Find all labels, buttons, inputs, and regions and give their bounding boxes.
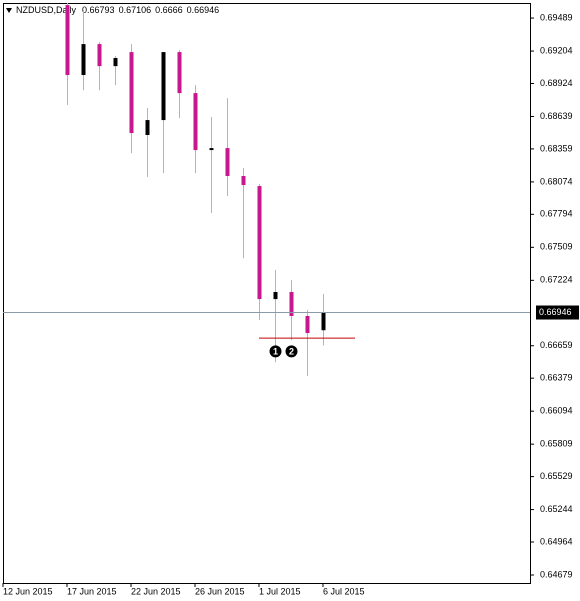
x-tick-label: 26 Jun 2015 [195, 586, 245, 596]
candle-body [161, 52, 166, 121]
y-tick-label: 0.67794 [540, 209, 573, 219]
candle-body [65, 5, 70, 76]
y-tick-label: 0.68639 [540, 111, 573, 121]
price-label-box [536, 305, 579, 320]
y-tick-label: 0.64964 [540, 536, 573, 546]
close-value: 0.66946 [187, 5, 220, 15]
chart-header: NZDUSD,Daily 0.66793 0.67106 0.6666 0.66946 [16, 5, 219, 15]
candle-body [81, 44, 86, 76]
annotation-label: 2 [289, 346, 294, 356]
price-label: 0.66946 [539, 307, 572, 317]
plot-frame [3, 3, 531, 584]
annotation-label: 1 [273, 346, 278, 356]
candle-body [113, 58, 118, 67]
annotation-marker [269, 345, 282, 358]
x-tick-label: 12 Jun 2015 [3, 586, 53, 596]
x-tick-label: 1 Jul 2015 [259, 586, 301, 596]
y-tick-label: 0.68924 [540, 78, 573, 88]
y-tick-label: 0.66659 [540, 340, 573, 350]
y-tick-label: 0.65244 [540, 504, 573, 514]
annotation-marker [285, 345, 298, 358]
candle-body [225, 148, 230, 176]
y-tick-label: 0.65529 [540, 471, 573, 481]
candle-body [129, 52, 134, 134]
symbol: NZDUSD,Daily [16, 5, 77, 15]
y-tick-label: 0.69204 [540, 45, 573, 55]
x-tick-label: 17 Jun 2015 [67, 586, 117, 596]
candle-body [289, 292, 294, 316]
candle-body [321, 312, 326, 331]
high-value: 0.67106 [119, 5, 152, 15]
candle-body [305, 315, 310, 334]
y-tick-label: 0.67509 [540, 242, 573, 252]
y-tick-label: 0.64679 [540, 569, 573, 579]
y-tick-label: 0.67224 [540, 275, 573, 285]
x-tick-label: 22 Jun 2015 [131, 586, 181, 596]
y-tick-label: 0.68074 [540, 176, 573, 186]
y-tick-label: 0.65809 [540, 439, 573, 449]
y-tick-label: 0.69489 [540, 12, 573, 22]
candle-body [177, 52, 182, 94]
candle-body [97, 44, 102, 67]
candle-body [273, 292, 278, 300]
candle-body [257, 186, 262, 300]
y-tick-label: 0.68359 [540, 143, 573, 153]
x-tick-label: 6 Jul 2015 [323, 586, 365, 596]
candle-body [241, 175, 246, 186]
candle-body [145, 120, 150, 136]
y-tick-label: 0.66379 [540, 373, 573, 383]
candle-body [193, 93, 198, 151]
menu-arrow[interactable] [6, 8, 12, 13]
candle-body [209, 148, 214, 151]
y-tick-label: 0.66094 [540, 406, 573, 416]
low-value: 0.6666 [155, 5, 183, 15]
open-value: 0.66793 [82, 5, 115, 15]
